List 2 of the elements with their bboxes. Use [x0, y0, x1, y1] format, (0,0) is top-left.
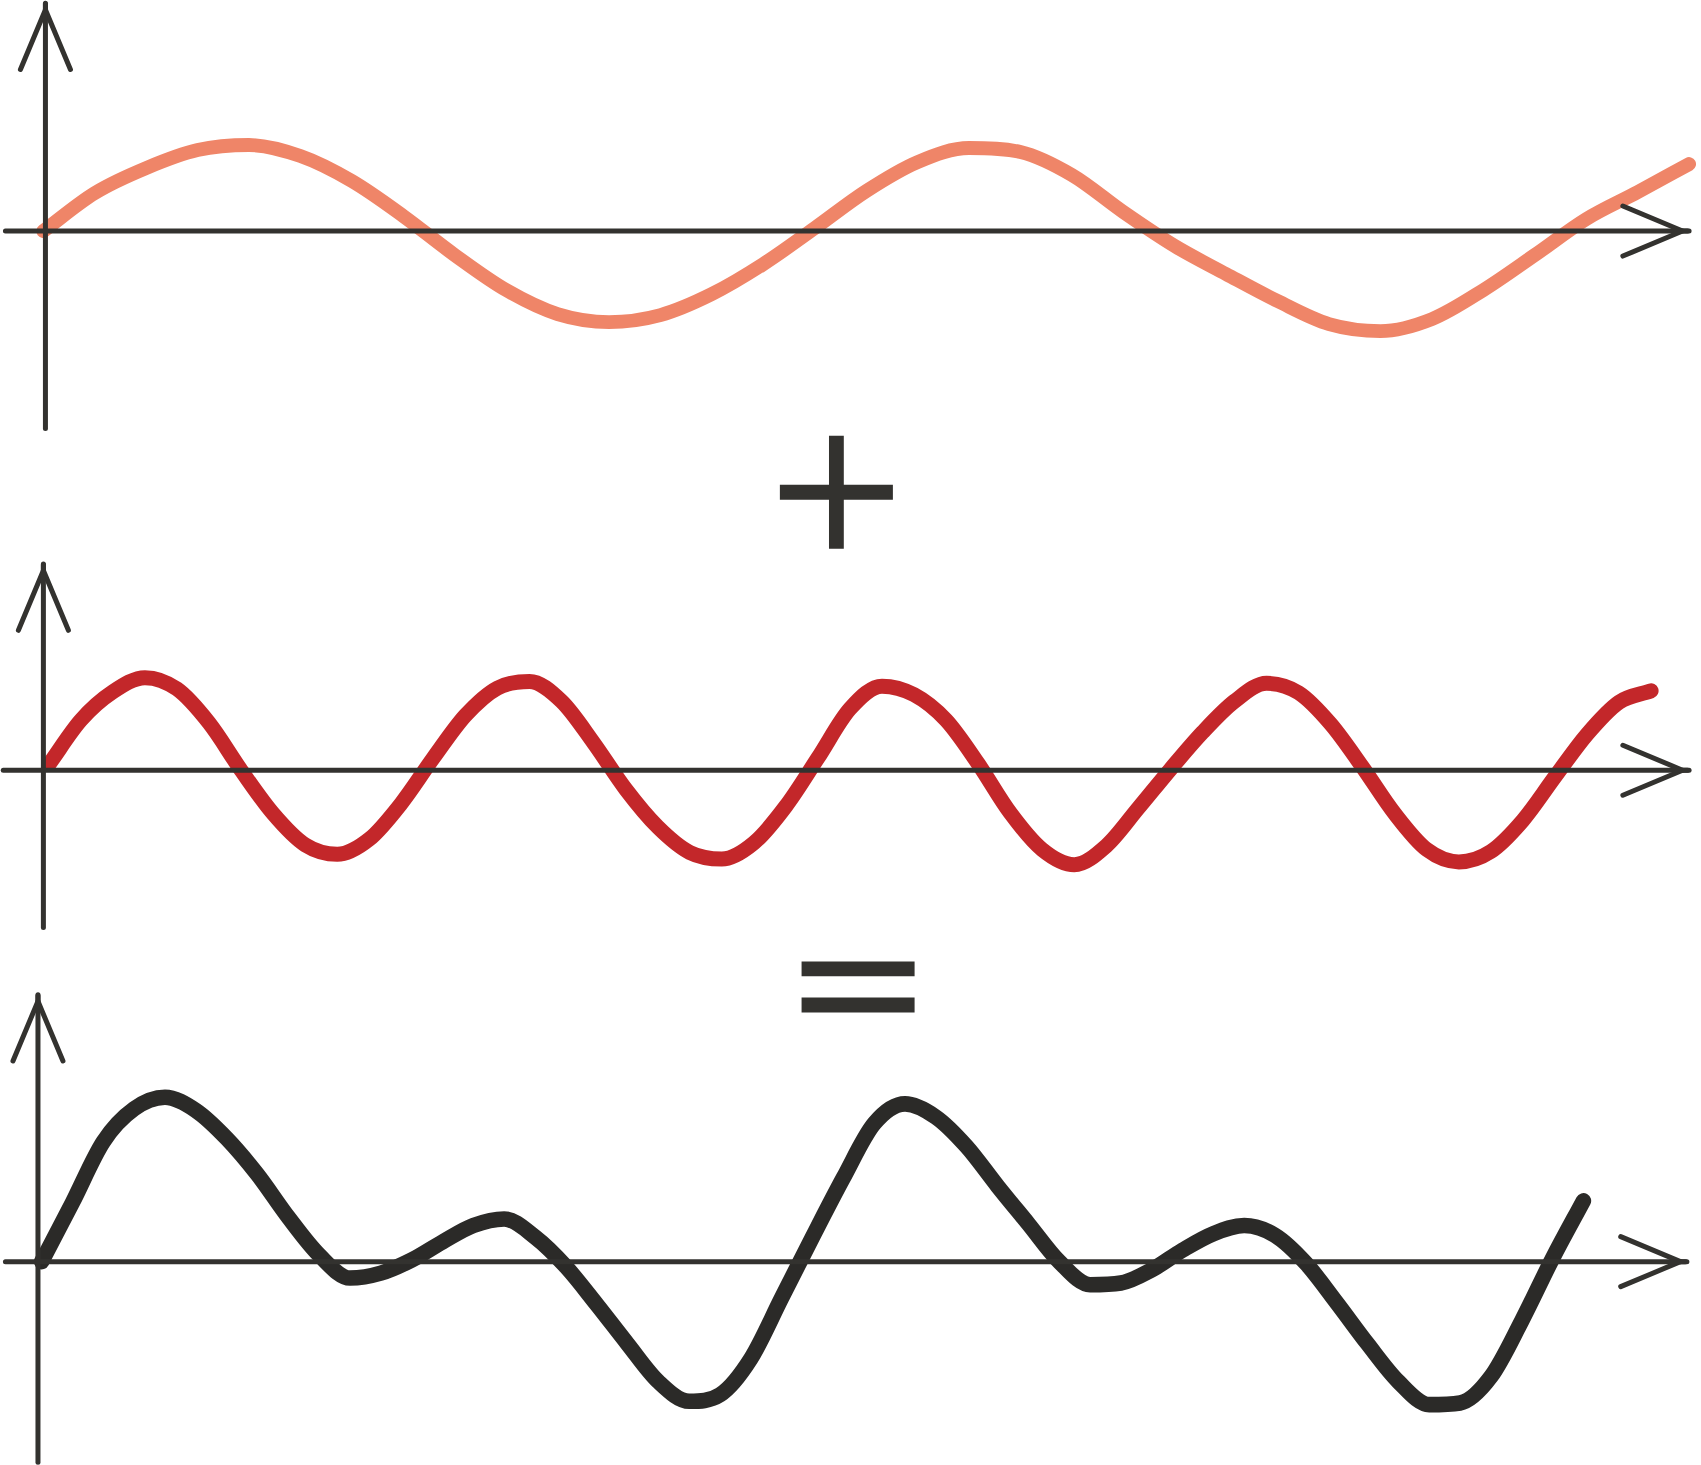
text: = — [801, 961, 915, 1013]
text: + — [779, 435, 893, 549]
